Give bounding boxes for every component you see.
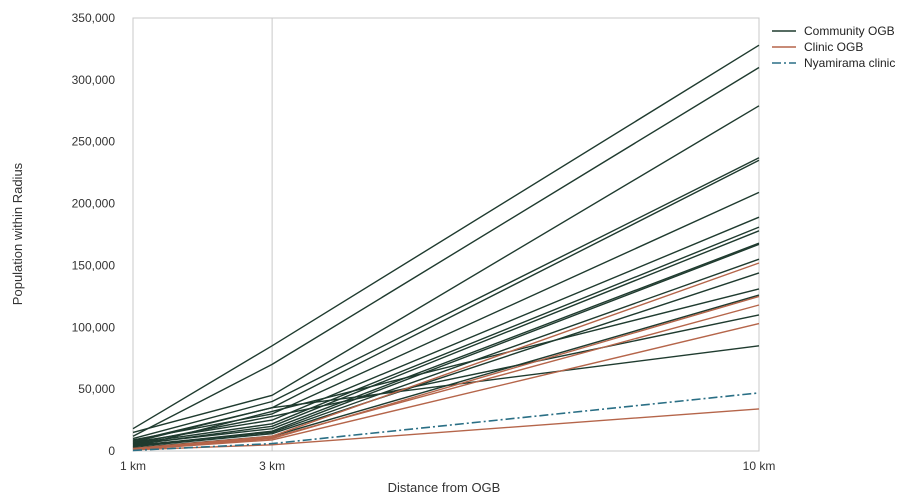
community-series-line-12 — [132, 272, 760, 448]
community-series-line-16 — [132, 345, 760, 443]
community-series-line-7 — [132, 226, 760, 445]
community-series-line-1 — [132, 66, 760, 437]
plot-frame — [132, 17, 760, 452]
y-tick-label: 150,000 — [72, 258, 116, 272]
y-tick-label: 50,000 — [78, 382, 115, 396]
community-series-line-11 — [132, 258, 760, 447]
y-tick-label: 350,000 — [72, 11, 116, 25]
y-tick-label: 250,000 — [72, 135, 116, 149]
legend: Community OGB Clinic OGB Nyamirama clinic — [772, 24, 895, 70]
y-tick-label: 300,000 — [72, 73, 116, 87]
community-series-line-8 — [132, 230, 760, 446]
plot-area-border — [132, 17, 760, 452]
y-axis-ticks: 0 50,000 100,000 150,000 200,000 250,000 300,0… — [72, 11, 116, 458]
y-axis-title: Population within Radius — [10, 162, 25, 305]
clinic-series-line-19 — [132, 304, 760, 450]
x-tick-label: 1 km — [120, 459, 146, 473]
community-series-line-9 — [132, 242, 760, 445]
community-series-line-0 — [132, 44, 760, 430]
x-tick-label: 3 km — [259, 459, 285, 473]
series-layer — [132, 44, 760, 452]
y-tick-label: 100,000 — [72, 320, 116, 334]
legend-label-nyamirama: Nyamirama clinic — [804, 56, 895, 70]
nyamirama-series-line-22 — [132, 392, 760, 452]
x-axis-ticks: 1 km 3 km 10 km — [120, 459, 775, 473]
community-series-line-6 — [132, 216, 760, 443]
community-series-line-3 — [132, 157, 760, 440]
x-axis-title: Distance from OGB — [388, 480, 501, 495]
community-series-line-2 — [132, 105, 760, 434]
legend-label-clinic: Clinic OGB — [804, 40, 863, 54]
x-tick-label: 10 km — [743, 459, 776, 473]
y-tick-label: 0 — [108, 444, 115, 458]
community-series-line-13 — [132, 288, 760, 448]
legend-label-community: Community OGB — [804, 24, 895, 38]
y-tick-label: 200,000 — [72, 197, 116, 211]
clinic-series-line-20 — [132, 322, 760, 451]
